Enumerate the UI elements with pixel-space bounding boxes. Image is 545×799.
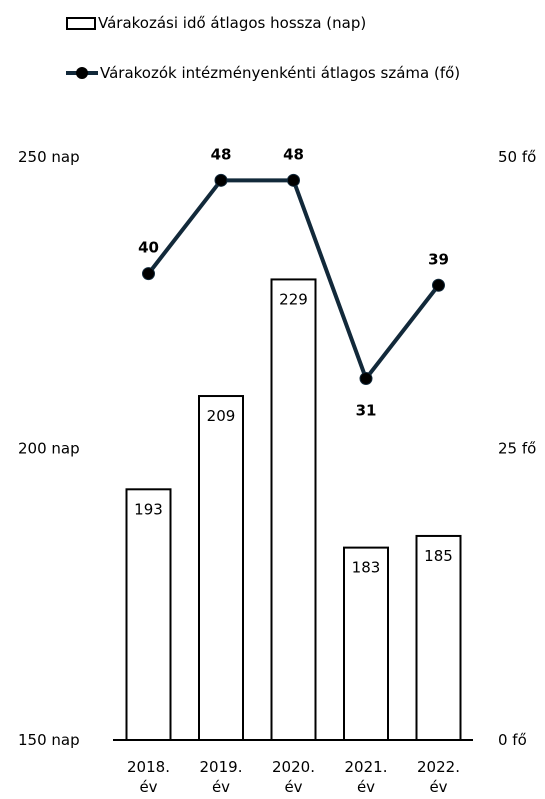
x-tick-label: 2020. év — [272, 758, 315, 796]
bar-value-label: 229 — [279, 290, 308, 308]
legend-line-label: Várakozók intézményenkénti átlagos száma… — [100, 64, 461, 82]
line-value-label: 31 — [356, 402, 377, 420]
legend-bar-swatch — [66, 16, 96, 30]
x-tick-label: 2021. év — [345, 758, 388, 796]
line-point — [359, 372, 373, 386]
legend-bar-label: Várakozási idő átlagos hossza (nap) — [98, 14, 367, 32]
bar-value-label: 193 — [134, 500, 163, 518]
x-tick-label: 2022. év — [417, 758, 460, 796]
legend-item-bar: Várakozási idő átlagos hossza (nap) — [66, 14, 366, 32]
line-point — [432, 278, 445, 292]
bar — [415, 534, 462, 742]
y-right-tick-label: 0 fő — [498, 731, 527, 749]
line-value-label: 48 — [283, 145, 304, 163]
bar-value-label: 209 — [207, 407, 236, 425]
x-tick-label: 2019. év — [200, 758, 243, 796]
legend-item-line: Várakozók intézményenkénti átlagos száma… — [66, 64, 460, 82]
bar — [270, 278, 317, 741]
bar — [198, 395, 244, 741]
y-left-tick-label: 150 nap — [18, 731, 80, 749]
y-right-tick-label: 25 fő — [498, 440, 536, 458]
y-right-tick-label: 50 fő — [498, 148, 536, 166]
bar-value-label: 185 — [424, 547, 453, 565]
bar — [125, 488, 172, 741]
line-point — [142, 267, 155, 281]
line-value-label: 40 — [138, 239, 159, 257]
y-left-tick-label: 250 nap — [18, 148, 80, 166]
bar — [343, 546, 389, 741]
line-value-label: 48 — [211, 145, 232, 163]
line-point — [214, 173, 228, 187]
x-tick-label: 2018. év — [127, 758, 170, 796]
bar-value-label: 183 — [352, 559, 381, 577]
y-left-tick-label: 200 nap — [18, 440, 80, 458]
legend-line-swatch — [66, 66, 98, 80]
line-point — [287, 173, 300, 187]
line-value-label: 39 — [428, 250, 449, 268]
